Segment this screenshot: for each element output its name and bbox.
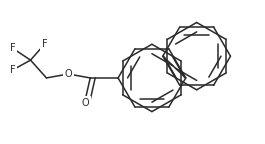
Text: O: O: [81, 98, 89, 108]
Text: F: F: [10, 65, 15, 75]
Text: O: O: [64, 69, 72, 79]
Text: F: F: [10, 43, 15, 53]
Text: F: F: [42, 39, 47, 49]
